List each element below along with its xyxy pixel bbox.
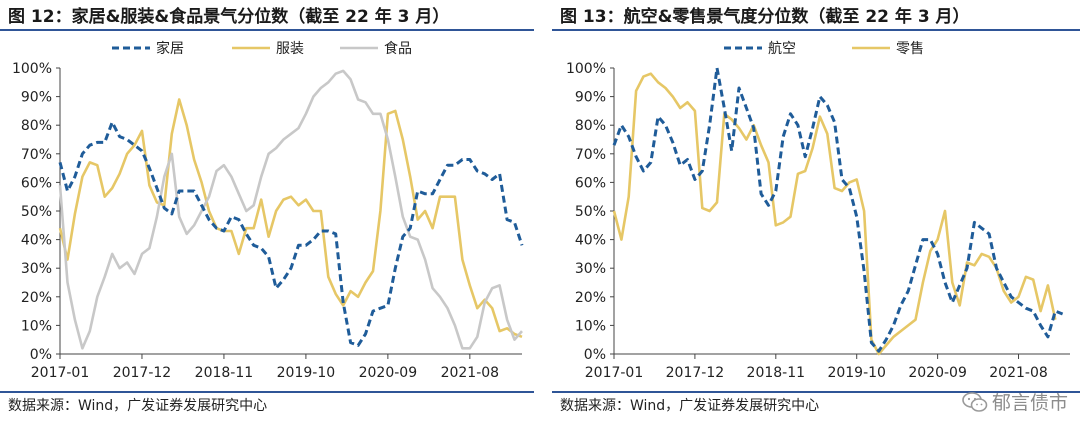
y-tick-label: 100% — [12, 61, 52, 77]
source-note: 数据来源：Wind，广发证券发展研究中心 — [8, 398, 268, 414]
y-tick-label: 70% — [575, 147, 606, 163]
source-note: 数据来源：Wind，广发证券发展研究中心 — [560, 398, 820, 414]
y-tick-label: 40% — [575, 233, 606, 249]
x-tick-label: 2017-01 — [585, 365, 644, 381]
series-line-1 — [612, 72, 1057, 356]
watermark: 郁言债市 — [962, 388, 1068, 415]
legend-label-1: 服装 — [276, 41, 304, 57]
title-rule — [552, 29, 1080, 31]
y-tick-label: 90% — [21, 90, 52, 106]
x-tick-label: 2021-08 — [989, 365, 1047, 381]
y-tick-label: 20% — [21, 290, 52, 306]
source-rule — [0, 391, 534, 393]
y-tick-label: 90% — [575, 90, 606, 106]
y-tick-label: 20% — [575, 290, 606, 306]
x-tick-label: 2018-11 — [747, 365, 806, 381]
x-tick-label: 2017-01 — [31, 365, 90, 381]
y-tick-label: 30% — [575, 261, 606, 277]
y-tick-label: 80% — [575, 118, 606, 134]
y-tick-label: 50% — [21, 204, 52, 220]
legend-label-0: 家居 — [156, 40, 184, 57]
chart-panel-furniture-apparel-food: 图 12：家居&服装&食品景气分位数（截至 22 年 3 月） 0% 10% 20%… — [0, 0, 534, 448]
y-tick-label: 100% — [566, 61, 606, 77]
y-tick-label: 60% — [575, 175, 606, 191]
chart-title: 图 12：家居&服装&食品景气分位数（截至 22 年 3 月） — [8, 7, 450, 27]
y-tick-label: 80% — [21, 118, 52, 134]
x-tick-label: 2019-10 — [827, 365, 886, 381]
x-tick-label: 2020-09 — [908, 365, 967, 381]
chart-panel-aviation-retail: 图 13：航空&零售景气度分位数（截至 22 年 3 月） 0% 10% 20% 30… — [552, 0, 1080, 448]
y-tick-label: 50% — [575, 204, 606, 220]
legend-label-0: 航空 — [768, 41, 796, 57]
chart-aviation-retail: 0% 10% 20% 30% 40% 50% 60% 70% 80% 90% 100% 2017-01… — [566, 41, 1070, 381]
x-tick-label: 2020-09 — [359, 365, 418, 381]
y-tick-label: 40% — [21, 233, 52, 249]
chart-furniture-apparel-food: 0% 10% 20% 30% 40% 50% 60% 70% 80% 90% 100% 2017-01… — [12, 40, 524, 381]
wechat-icon — [962, 392, 988, 412]
series-line-0 — [612, 66, 1064, 353]
source-rule — [552, 391, 1080, 393]
x-tick-label: 2019-10 — [277, 365, 336, 381]
chart-title: 图 13：航空&零售景气度分位数（截至 22 年 3 月） — [560, 7, 970, 27]
x-tick-label: 2018-11 — [195, 365, 254, 381]
x-tick-label: 2021-08 — [441, 365, 500, 381]
x-tick-label: 2017-12 — [113, 365, 172, 381]
y-tick-label: 10% — [575, 318, 606, 334]
x-tick-label: 2017-12 — [666, 365, 725, 381]
y-tick-label: 10% — [21, 318, 52, 334]
series-line-0 — [58, 120, 524, 347]
y-tick-label: 30% — [21, 261, 52, 277]
y-tick-label: 70% — [21, 147, 52, 163]
series-line-1 — [58, 98, 523, 339]
legend-label-2: 食品 — [384, 40, 412, 57]
y-tick-label: 0% — [584, 347, 606, 363]
y-tick-label: 0% — [30, 347, 52, 363]
legend-label-1: 零售 — [896, 41, 924, 57]
watermark-text: 郁言债市 — [991, 392, 1068, 414]
series-line-2 — [58, 69, 523, 350]
title-rule — [0, 29, 534, 31]
y-tick-label: 60% — [21, 175, 52, 191]
